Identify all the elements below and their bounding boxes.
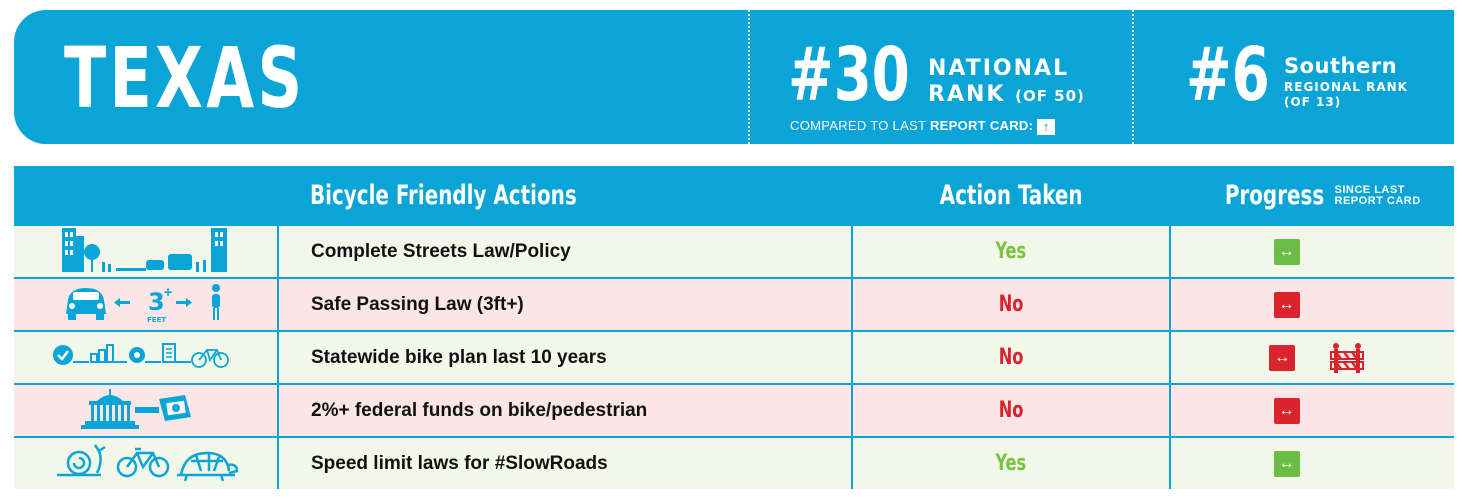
row-icon-cell: 3 + FEET [14, 277, 278, 331]
up-arrow-icon: ↑ [1037, 118, 1056, 135]
road-barrier-icon [1329, 342, 1364, 373]
progress-cell: ↔ [1169, 330, 1454, 384]
action-taken-cell: No [851, 277, 1170, 331]
header-divider [748, 10, 750, 144]
action-taken-value: Yes [995, 451, 1027, 476]
action-taken-cell: No [851, 383, 1170, 437]
federal-funds-icon [80, 389, 191, 429]
since-line-1: SINCE LAST [1334, 184, 1405, 196]
progress-cell: ↔ [1169, 436, 1454, 489]
header-banner: TEXAS #30 NATIONAL RANK (OF 50) COMPARED… [14, 10, 1454, 144]
compare-prefix: COMPARED TO LAST [790, 118, 930, 133]
rank-word: RANK [928, 82, 1006, 107]
state-name: TEXAS [64, 29, 306, 127]
no-change-icon: ↔ [1273, 238, 1300, 265]
slow-roads-icon [56, 444, 238, 482]
progress-cell: ↔ [1169, 383, 1454, 437]
header-divider [1132, 10, 1134, 144]
feet-number: 3 [148, 288, 165, 316]
compare-text: COMPARED TO LAST REPORT CARD: ↑ [790, 118, 1056, 135]
progress-column-header: Progress SINCE LAST REPORT CARD [1170, 166, 1454, 225]
progress-cell: ↔ [1169, 224, 1454, 278]
table-row: Speed limit laws for #SlowRoads Yes ↔ [14, 436, 1454, 489]
safe-passing-icon: 3 + FEET [65, 284, 220, 324]
action-taken-value: No [998, 292, 1024, 317]
actions-table: Bicycle Friendly Actions Action Taken Pr… [14, 166, 1454, 489]
action-taken-value: No [998, 398, 1024, 423]
taken-header-text: Action Taken [939, 179, 1083, 211]
action-taken-value: No [998, 345, 1024, 370]
taken-column-header: Action Taken [852, 166, 1170, 225]
row-icon-cell [14, 383, 278, 437]
complete-streets-icon [61, 228, 227, 272]
since-last-label: SINCE LAST REPORT CARD [1335, 185, 1421, 207]
table-row: Statewide bike plan last 10 years No ↔ [14, 330, 1454, 384]
feet-label: FEET [147, 316, 166, 324]
regional-rank-of: (OF 13) [1284, 95, 1342, 109]
national-rank-number: #30 [788, 32, 910, 118]
row-icon-cell [14, 436, 278, 489]
table-row: Complete Streets Law/Policy Yes ↔ [14, 224, 1454, 278]
compare-bold: REPORT CARD: [929, 118, 1034, 133]
regional-rank-number: #6 [1186, 32, 1270, 118]
region-name: Southern [1284, 54, 1398, 78]
since-line-2: REPORT CARD [1334, 195, 1421, 207]
icon-column-header [14, 166, 278, 225]
table-header-row: Bicycle Friendly Actions Action Taken Pr… [14, 166, 1454, 225]
national-rank-label: RANK (OF 50) [928, 82, 1085, 107]
action-label: Speed limit laws for #SlowRoads [277, 436, 852, 489]
action-label: Complete Streets Law/Policy [277, 224, 852, 278]
table-row: 2%+ federal funds on bike/pedestrian No … [14, 383, 1454, 437]
actions-header-text: Bicycle Friendly Actions [310, 179, 577, 211]
action-taken-cell: Yes [851, 436, 1170, 489]
row-icon-cell [14, 330, 278, 384]
no-change-icon: ↔ [1269, 344, 1296, 371]
action-taken-value: Yes [995, 239, 1027, 264]
progress-header-text: Progress [1225, 179, 1325, 211]
action-taken-cell: No [851, 330, 1170, 384]
regional-rank-label: REGIONAL RANK [1284, 80, 1408, 94]
progress-cell: ↔ [1169, 277, 1454, 331]
row-icon-cell [14, 224, 278, 278]
bike-plan-icon [52, 343, 229, 368]
action-label: 2%+ federal funds on bike/pedestrian [277, 383, 852, 437]
actions-column-header: Bicycle Friendly Actions [278, 166, 852, 225]
no-change-icon: ↔ [1273, 450, 1300, 477]
rank-of: (OF 50) [1015, 87, 1085, 105]
action-label: Statewide bike plan last 10 years [277, 330, 852, 384]
no-change-icon: ↔ [1273, 397, 1300, 424]
plus-sign: + [163, 285, 173, 299]
action-label: Safe Passing Law (3ft+) [277, 277, 852, 331]
national-rank-label: NATIONAL [928, 56, 1070, 81]
no-change-icon: ↔ [1273, 291, 1300, 318]
table-row: 3 + FEET Safe Passing Law (3ft+) No ↔ [14, 277, 1454, 331]
action-taken-cell: Yes [851, 224, 1170, 278]
